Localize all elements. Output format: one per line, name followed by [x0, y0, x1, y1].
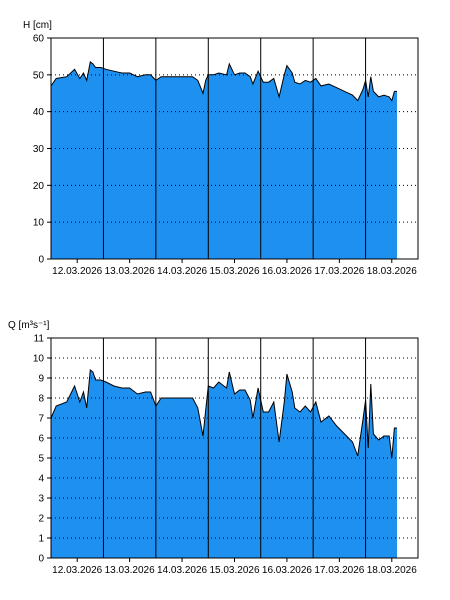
- y-tick-label: 8: [38, 394, 44, 405]
- y-tick-label: 40: [33, 107, 45, 118]
- y-tick-label: 50: [33, 70, 45, 81]
- y-tick-label: 30: [33, 144, 45, 155]
- y-tick-label: 1: [38, 534, 44, 545]
- y-tick-label: 11: [34, 334, 45, 345]
- y-tick-label: 7: [38, 414, 44, 425]
- y-tick-label: 3: [38, 494, 44, 505]
- x-tick-label: 16.03.2026: [262, 266, 312, 277]
- y-tick-label: 2: [38, 514, 44, 525]
- x-tick-label: 14.03.2026: [157, 565, 207, 576]
- x-tick-label: 13.03.2026: [105, 266, 155, 277]
- y-tick-label: 10: [33, 218, 45, 229]
- y-tick-label: 4: [38, 474, 44, 485]
- y-axis-label: Q [m³s⁻¹]: [8, 320, 50, 331]
- x-tick-label: 13.03.2026: [105, 565, 155, 576]
- x-tick-label: 12.03.2026: [52, 266, 102, 277]
- x-tick-label: 18.03.2026: [367, 565, 417, 576]
- x-tick-label: 12.03.2026: [52, 565, 102, 576]
- y-tick-label: 0: [38, 255, 44, 266]
- series-area: [51, 370, 397, 558]
- series-area: [51, 61, 397, 260]
- series-line: [50, 369, 397, 459]
- y-tick-label: 60: [33, 34, 45, 45]
- discharge-chart: 0 1 2 3 4 5 6 7 8 9 10 11 12.03.2026 13.03.2026 14.03.…: [8, 320, 419, 576]
- y-tick-label: 20: [33, 181, 45, 192]
- y-tick-label: 5: [38, 454, 44, 465]
- y-tick-label: 9: [38, 374, 44, 385]
- x-tick-label: 15.03.2026: [209, 266, 259, 277]
- y-tick-label: 6: [38, 434, 44, 445]
- water-level-chart: 0 10 20 30 40 50 60 12.03.2026 13.03.2026 14.03.2…: [23, 20, 419, 277]
- x-tick-label: 17.03.2026: [314, 565, 364, 576]
- y-tick-label: 0: [38, 554, 44, 565]
- y-axis-label: H [cm]: [23, 20, 52, 31]
- y-tick-label: 10: [33, 354, 45, 365]
- x-tick-label: 14.03.2026: [157, 266, 207, 277]
- x-tick-label: 18.03.2026: [367, 266, 417, 277]
- x-tick-label: 17.03.2026: [314, 266, 364, 277]
- x-tick-label: 16.03.2026: [262, 565, 312, 576]
- series-line: [50, 61, 397, 102]
- x-tick-label: 15.03.2026: [209, 565, 259, 576]
